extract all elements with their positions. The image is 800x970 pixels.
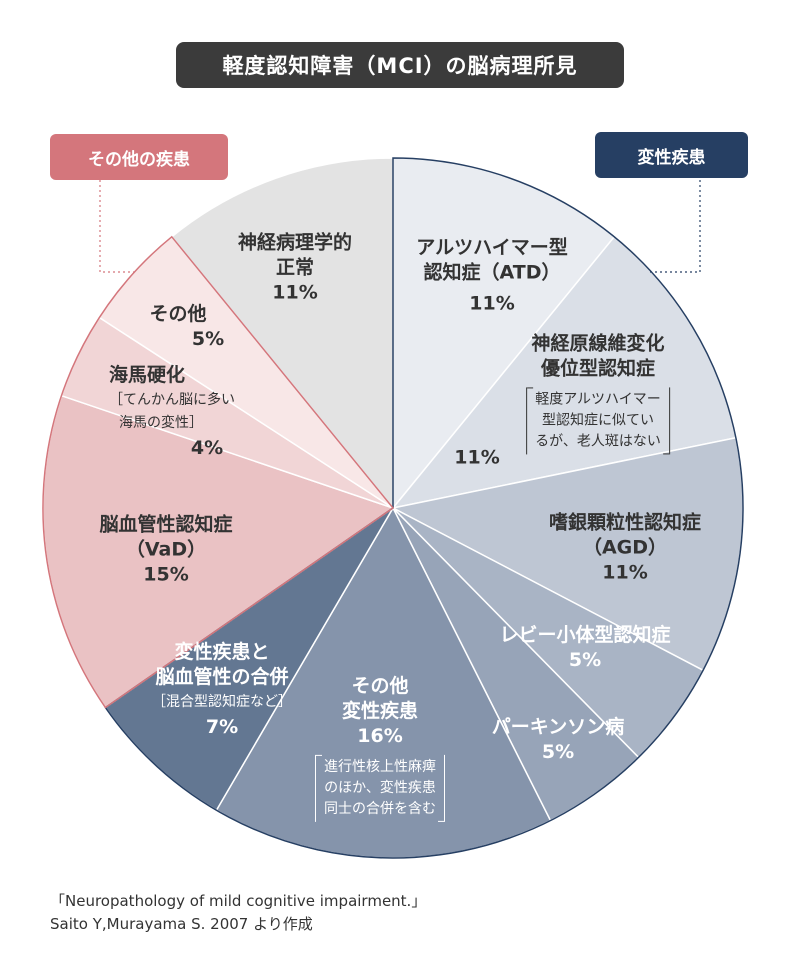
label-mixed: 変性疾患と 脳血管性の合併 ［混合型認知症など］ 7% bbox=[152, 640, 292, 739]
label-atd: アルツハイマー型 認知症（ATD） 11% bbox=[416, 236, 568, 315]
group-tag-degenerative-diseases: 変性疾患 bbox=[595, 132, 748, 178]
label-other-degenerative: その他 変性疾患 16% 進行性核上性麻痺 のほか、変性疾患 同士の合併を含む bbox=[315, 674, 445, 826]
label-normal: 神経病理学的 正常 11% bbox=[237, 231, 353, 304]
label-dlb: レビー小体型認知症 5% bbox=[499, 623, 671, 671]
group-outline-other bbox=[42, 235, 395, 709]
group-tag-other-diseases: その他の疾患 bbox=[50, 134, 228, 180]
label-other: その他 5% bbox=[149, 302, 225, 350]
label-nft-pct: 11% bbox=[454, 446, 500, 469]
pie-slice-11 bbox=[170, 157, 394, 511]
label-nft: 神経原線維変化 優位型認知症 軽度アルツハイマー 型認知症に似てい るが、老人斑… bbox=[526, 331, 670, 458]
label-pd: パーキンソン病 5% bbox=[491, 715, 625, 763]
group-outline-degenerative bbox=[104, 157, 744, 859]
source-caption: 「Neuropathology of mild cognitive impair… bbox=[50, 892, 427, 934]
connector-other bbox=[99, 180, 138, 273]
connector-degenerative bbox=[650, 180, 701, 273]
label-vad: 脳血管性認知症 （VaD） 15% bbox=[99, 513, 233, 586]
chart-title: 軽度認知障害（MCI）の脳病理所見 bbox=[176, 42, 624, 88]
label-agd: 嗜銀顆粒性認知症 （AGD） 11% bbox=[548, 511, 702, 584]
label-hippocampal-sclerosis: 海馬硬化 ［てんかん脳に多い 海馬の変性］ 4% bbox=[109, 363, 235, 459]
